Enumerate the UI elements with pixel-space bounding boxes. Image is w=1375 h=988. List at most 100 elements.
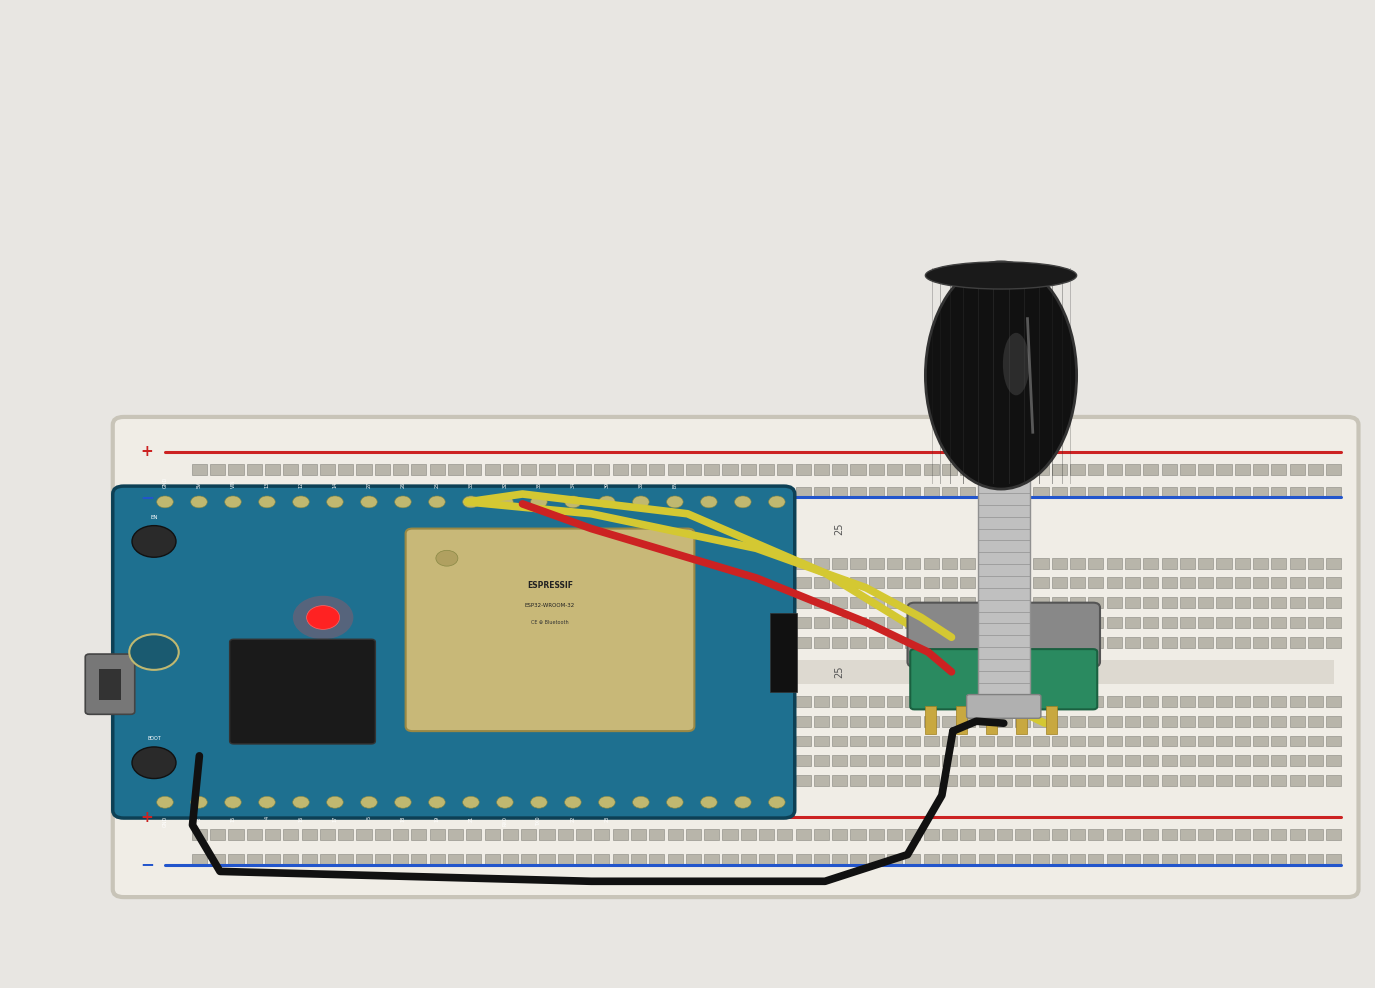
Bar xyxy=(979,697,994,707)
Bar xyxy=(1290,756,1305,767)
Circle shape xyxy=(531,496,547,508)
Bar xyxy=(246,597,261,609)
Bar xyxy=(301,637,316,648)
Bar xyxy=(667,637,682,648)
Text: 14: 14 xyxy=(333,482,337,488)
Bar xyxy=(887,637,902,648)
Bar xyxy=(905,637,920,648)
Bar xyxy=(228,558,243,569)
Bar xyxy=(1198,597,1213,609)
Bar xyxy=(796,735,811,747)
Bar xyxy=(924,597,939,609)
Bar xyxy=(1253,775,1268,786)
Bar xyxy=(1107,716,1122,727)
Bar xyxy=(1107,637,1122,648)
Bar xyxy=(1143,697,1158,707)
Bar xyxy=(393,716,408,727)
Bar xyxy=(448,854,463,865)
Bar xyxy=(997,578,1012,589)
Bar xyxy=(301,617,316,628)
Bar xyxy=(851,735,866,747)
Bar xyxy=(777,716,792,727)
Text: 40: 40 xyxy=(560,523,571,535)
Bar xyxy=(759,735,774,747)
Bar xyxy=(869,854,884,865)
Bar xyxy=(338,487,353,498)
Bar xyxy=(869,735,884,747)
Bar xyxy=(759,716,774,727)
Bar xyxy=(1107,464,1122,475)
Text: 30: 30 xyxy=(744,666,754,678)
Bar xyxy=(448,697,463,707)
Bar xyxy=(1308,756,1323,767)
Bar xyxy=(1290,464,1305,475)
Bar xyxy=(429,697,444,707)
Bar xyxy=(869,617,884,628)
Bar xyxy=(503,735,518,747)
Bar xyxy=(375,756,390,767)
Text: 33: 33 xyxy=(469,482,473,488)
Bar xyxy=(1217,464,1232,475)
Bar xyxy=(191,487,206,498)
Bar xyxy=(338,697,353,707)
Bar xyxy=(1125,854,1140,865)
Bar xyxy=(832,830,847,840)
Bar xyxy=(777,697,792,707)
Circle shape xyxy=(327,796,344,808)
Bar xyxy=(466,487,481,498)
Bar xyxy=(1290,597,1305,609)
Bar xyxy=(613,854,628,865)
Bar xyxy=(210,637,226,648)
Bar xyxy=(1235,487,1250,498)
Bar xyxy=(905,756,920,767)
Bar xyxy=(796,597,811,609)
Bar xyxy=(448,735,463,747)
Bar xyxy=(1217,487,1232,498)
Text: 25: 25 xyxy=(434,482,440,488)
Bar xyxy=(503,464,518,475)
Bar xyxy=(924,830,939,840)
Bar xyxy=(1052,756,1067,767)
Bar xyxy=(796,487,811,498)
Bar xyxy=(759,597,774,609)
Bar xyxy=(1015,716,1030,727)
Bar xyxy=(210,756,226,767)
Bar xyxy=(1217,830,1232,840)
Bar xyxy=(320,597,336,609)
Bar xyxy=(1089,854,1104,865)
Bar xyxy=(210,697,226,707)
Bar xyxy=(265,697,280,707)
Bar xyxy=(796,830,811,840)
Bar xyxy=(1089,464,1104,475)
Bar xyxy=(1198,854,1213,865)
Bar xyxy=(1272,735,1287,747)
Bar xyxy=(722,735,737,747)
Text: 25: 25 xyxy=(835,523,844,535)
Bar xyxy=(924,558,939,569)
Bar xyxy=(869,597,884,609)
Bar xyxy=(283,830,298,840)
Bar xyxy=(1272,854,1287,865)
Bar xyxy=(613,637,628,648)
Bar xyxy=(1162,487,1177,498)
Bar xyxy=(429,578,444,589)
Circle shape xyxy=(327,496,344,508)
Bar xyxy=(466,854,481,865)
Bar xyxy=(1070,637,1085,648)
Bar xyxy=(704,830,719,840)
Bar xyxy=(1235,830,1250,840)
Bar xyxy=(576,617,591,628)
Bar xyxy=(631,697,646,707)
Text: GND: GND xyxy=(162,816,168,827)
Text: 34: 34 xyxy=(571,482,575,488)
Circle shape xyxy=(157,796,173,808)
Bar xyxy=(613,464,628,475)
Bar xyxy=(979,487,994,498)
Circle shape xyxy=(429,496,446,508)
Bar xyxy=(814,558,829,569)
Bar xyxy=(942,830,957,840)
Bar xyxy=(887,756,902,767)
Bar xyxy=(1235,558,1250,569)
Bar xyxy=(631,637,646,648)
Bar xyxy=(191,735,206,747)
